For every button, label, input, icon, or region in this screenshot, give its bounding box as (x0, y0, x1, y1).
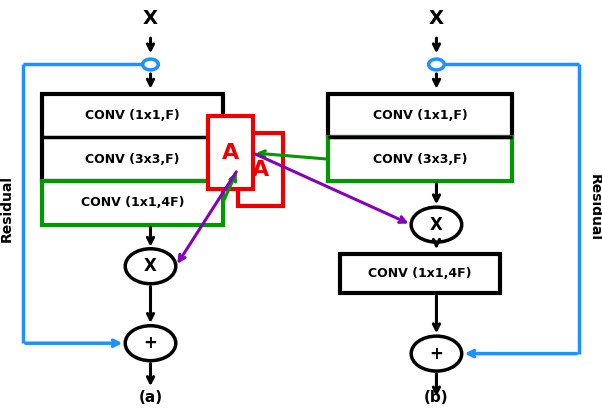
Bar (340, 254, 500, 293)
Text: CONV (3x3,F): CONV (3x3,F) (85, 153, 179, 166)
Text: CONV (1x1,4F): CONV (1x1,4F) (81, 196, 184, 209)
Bar (238, 133, 283, 206)
Text: CONV (1x1,4F): CONV (1x1,4F) (368, 267, 471, 280)
Text: X: X (143, 9, 158, 28)
Circle shape (143, 59, 158, 70)
Text: +: + (429, 344, 444, 363)
Text: CONV (3x3,F): CONV (3x3,F) (373, 153, 467, 166)
Text: (b): (b) (424, 390, 448, 405)
Bar (42, 94, 223, 181)
Bar (42, 181, 223, 225)
Text: Residual: Residual (0, 174, 14, 242)
Circle shape (411, 336, 462, 371)
Bar (328, 137, 512, 181)
Text: A: A (222, 143, 239, 163)
Text: X: X (429, 9, 444, 28)
Text: CONV (1x1,F): CONV (1x1,F) (373, 109, 467, 122)
Circle shape (411, 207, 462, 242)
Circle shape (125, 326, 176, 361)
Text: X: X (430, 215, 443, 234)
Text: +: + (143, 334, 158, 352)
Bar (328, 94, 512, 137)
Text: (a): (a) (138, 390, 163, 405)
Bar (208, 116, 253, 189)
Text: X: X (144, 257, 157, 275)
Text: CONV (1x1,F): CONV (1x1,F) (85, 109, 180, 122)
Circle shape (429, 59, 444, 70)
Text: A: A (252, 159, 269, 180)
Circle shape (125, 249, 176, 284)
Text: Residual: Residual (588, 174, 602, 242)
